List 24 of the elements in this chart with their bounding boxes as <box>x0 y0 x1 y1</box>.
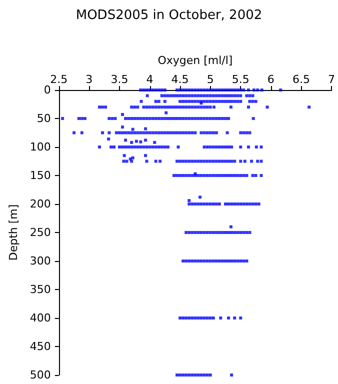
x-tick-label: 6 <box>267 73 274 86</box>
x-tick-label: 4 <box>146 73 154 86</box>
x-tick-label: 4.5 <box>171 73 189 86</box>
x-tick-label: 6.5 <box>292 73 310 86</box>
y-tick-label: 150 <box>30 169 51 182</box>
y-tick-label: 300 <box>30 254 51 268</box>
x-tick-label: 5.5 <box>232 73 250 86</box>
y-tick-label: 200 <box>30 198 51 210</box>
chart-title: MODS2005 in October, 2002 <box>76 8 262 23</box>
y-tick-label: 50 <box>36 112 51 125</box>
x-tick-label: 7 <box>328 73 335 86</box>
x-tick-label: 5 <box>206 73 214 86</box>
y-tick-label: 450 <box>30 340 51 353</box>
x-tick-label: 3.5 <box>110 73 128 86</box>
y-tick-label: 400 <box>30 312 51 324</box>
y-tick-label: 0 <box>44 84 51 96</box>
x-tick-label: 3 <box>86 73 93 86</box>
y-tick-label: 500 <box>30 368 51 382</box>
y-tick-label: 350 <box>30 283 51 296</box>
y-axis-title: Depth [m] <box>7 204 20 261</box>
y-tick-label: 100 <box>30 140 51 154</box>
x-tick-label: 2.5 <box>50 73 68 86</box>
y-tick-label: 250 <box>30 226 51 239</box>
x-axis-title: Oxygen [ml/l] <box>158 54 233 67</box>
